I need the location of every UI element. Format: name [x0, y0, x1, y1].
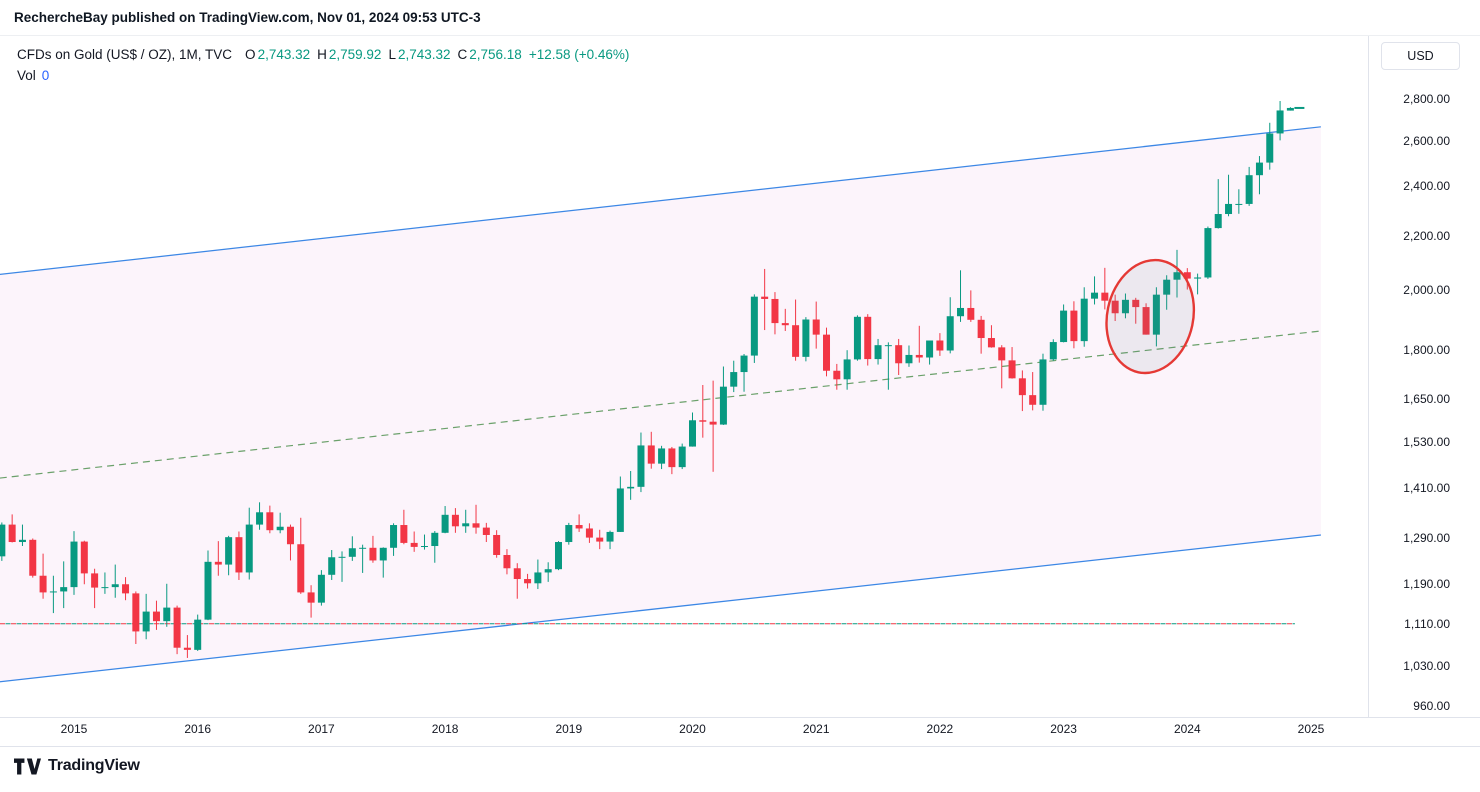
ellipse-annotation[interactable]	[1096, 252, 1204, 381]
currency-button[interactable]: USD	[1381, 42, 1460, 70]
ohlc-open-value: 2,743.32	[257, 47, 311, 62]
tradingview-logo-icon	[14, 758, 41, 774]
legend-row-volume: Vol 0	[17, 65, 629, 86]
volume-value: 0	[41, 68, 50, 83]
tradingview-logo-text: TradingView	[48, 757, 140, 774]
ohlc-low-label: L	[388, 47, 396, 62]
chart-legend: CFDs on Gold (US$ / OZ), 1M, TVC O 2,743.3…	[17, 44, 629, 86]
ohlc-close-value: 2,756.18	[469, 47, 522, 62]
ohlc-open-label: O	[245, 47, 256, 62]
publish-text: RechercheBay published on TradingView.co…	[14, 10, 481, 25]
change-value: +12.58 (+0.46%)	[528, 47, 630, 62]
channel-lower-line	[0, 534, 1321, 683]
ohlc-low-value: 2,743.32	[397, 47, 451, 62]
time-axis-separator	[0, 717, 1480, 718]
publish-banner: RechercheBay published on TradingView.co…	[0, 0, 1480, 36]
ohlc-high-label: H	[317, 47, 327, 62]
ohlc-high-value: 2,759.92	[328, 47, 382, 62]
legend-row-main: CFDs on Gold (US$ / OZ), 1M, TVC O 2,743.3…	[17, 44, 629, 65]
widget-bottom-separator	[0, 746, 1480, 747]
ohlc-close-label: C	[457, 47, 468, 62]
tradingview-logo[interactable]: TradingView	[14, 757, 140, 775]
volume-label: Vol	[17, 68, 36, 83]
price-axis-separator	[1368, 36, 1369, 717]
channel-mid-line	[0, 330, 1321, 479]
channel-upper-line	[0, 126, 1321, 276]
candlestick-series	[0, 101, 1294, 658]
trend-channel[interactable]	[0, 126, 1321, 683]
symbol-title[interactable]: CFDs on Gold (US$ / OZ), 1M, TVC	[17, 47, 233, 62]
